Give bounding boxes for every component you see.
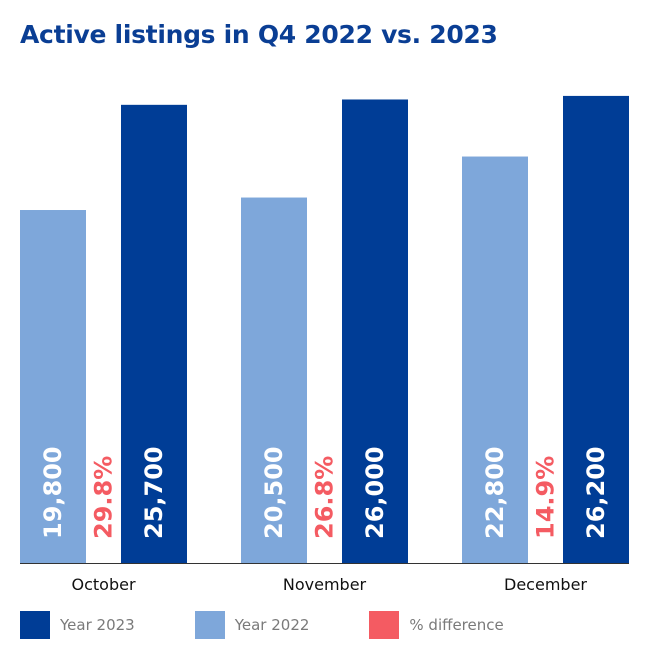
bar-2022-october [20,210,86,563]
value-label-2022-october: 19,800 [39,446,67,539]
category-label-october: October [71,575,135,594]
category-label-november: November [283,575,367,594]
pct-difference-label-december: 14.9% [532,456,560,539]
legend: Year 2023 Year 2022 % difference [20,610,504,640]
value-label-2023-december: 26,200 [582,446,610,539]
legend-item-year-2022: Year 2022 [194,611,310,639]
legend-label-year-2023: Year 2023 [60,616,135,634]
value-label-2023-november: 26,000 [361,446,389,539]
category-label-december: December [504,575,587,594]
legend-item-year-2023: Year 2023 [20,611,135,639]
legend-label-year-2022: Year 2022 [234,616,310,634]
pct-difference-label-november: 26.8% [311,456,339,539]
value-label-2022-november: 20,500 [260,446,288,539]
value-label-2023-october: 25,700 [140,446,168,539]
bar-chart: 19,800 25,700 29.8% October 20,500 26,000 26.8… [20,95,629,594]
legend-swatch-year-2023 [20,611,50,639]
legend-item-pct-difference: % difference [369,611,504,639]
legend-swatch-year-2022 [194,611,225,639]
bar-2023-october [121,104,187,564]
legend-label-pct-difference: % difference [409,616,504,634]
bar-2022-december [462,156,528,564]
value-label-2022-december: 22,800 [481,446,509,539]
bar-2022-november [241,197,307,563]
bar-2023-december [563,95,629,564]
chart-title: Active listings in Q4 2022 vs. 2023 [20,20,498,49]
pct-difference-label-october: 29.8% [90,456,118,539]
bar-2023-november [342,99,408,563]
legend-swatch-pct-difference [369,611,400,639]
